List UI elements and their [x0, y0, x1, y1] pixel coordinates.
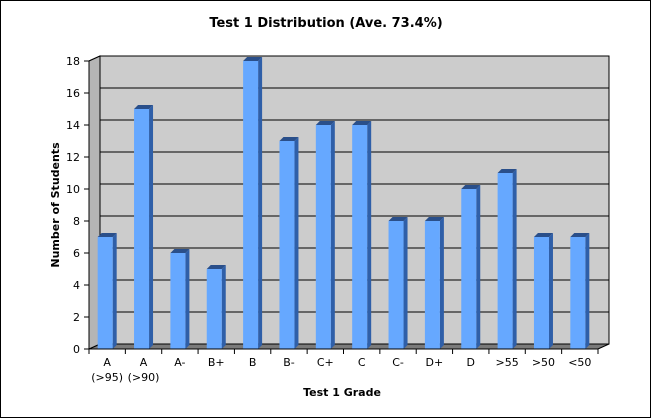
x-tick-label: B	[249, 356, 257, 369]
bar-side	[512, 169, 517, 349]
y-tick-label: 18	[66, 55, 80, 68]
y-tick-label: 0	[73, 343, 80, 356]
bar	[497, 173, 513, 349]
bar-side	[439, 217, 444, 349]
x-tick-label: A-	[174, 356, 185, 369]
bar-top	[352, 121, 372, 125]
x-tick-label: B-	[283, 356, 295, 369]
bar-top	[97, 233, 117, 237]
bar-top	[424, 217, 444, 221]
bar-top	[243, 57, 263, 61]
bar	[352, 125, 368, 349]
bar	[134, 109, 150, 349]
x-tick-label: A	[140, 356, 148, 369]
x-tick-label: A	[103, 356, 111, 369]
bar-side	[403, 217, 408, 349]
bar-top	[170, 249, 190, 253]
bar	[170, 253, 186, 349]
bar-top	[134, 105, 154, 109]
bar-top	[315, 121, 335, 125]
bar	[461, 189, 477, 349]
bar	[243, 61, 259, 349]
bar	[533, 237, 549, 349]
y-tick-label: 8	[73, 215, 80, 228]
bar-side	[476, 185, 481, 349]
bar-top	[570, 233, 590, 237]
bar-side	[367, 121, 372, 349]
x-tick-label: B+	[208, 356, 225, 369]
y-axis-title: Number of Students	[49, 142, 62, 268]
bar-top	[388, 217, 408, 221]
x-tick-label: D	[467, 356, 475, 369]
bar	[388, 221, 404, 349]
bars	[97, 57, 590, 349]
plot-floor	[88, 343, 610, 350]
bar-side	[548, 233, 553, 349]
x-tick-label: D+	[426, 356, 444, 369]
x-tick-label: >50	[532, 356, 555, 369]
x-tick-label: (>90)	[128, 371, 160, 384]
y-tick-label: 12	[66, 151, 80, 164]
bar	[206, 269, 222, 349]
bar-side	[185, 249, 190, 349]
bar-side	[112, 233, 117, 349]
x-tick-label: (>95)	[91, 371, 123, 384]
bar-side	[258, 57, 263, 349]
chart-title: Test 1 Distribution (Ave. 73.4%)	[209, 16, 442, 31]
axes: 0 2 4 6 8 10 12 14 16 18 A (>95) A (>90) A- B+ B B- C+ C C- D…	[66, 55, 599, 384]
bar	[315, 125, 331, 349]
x-tick-label: C+	[317, 356, 334, 369]
x-axis-title: Test 1 Grade	[303, 386, 381, 399]
bar-top	[461, 185, 481, 189]
bar-top	[497, 169, 517, 173]
y-tick-label: 16	[66, 87, 80, 100]
bar-top	[279, 137, 299, 141]
x-tick-label: C-	[392, 356, 404, 369]
y-tick-label: 4	[73, 279, 80, 292]
y-tick-label: 14	[66, 119, 80, 132]
bar	[279, 141, 295, 349]
bar-top	[533, 233, 553, 237]
plot-area	[88, 55, 610, 350]
bar-side	[294, 137, 299, 349]
bar-side	[221, 265, 226, 349]
bar	[424, 221, 440, 349]
bar	[97, 237, 113, 349]
bar-side	[585, 233, 590, 349]
y-tick-label: 10	[66, 183, 80, 196]
y-tick-label: 2	[73, 311, 80, 324]
bar	[570, 237, 586, 349]
bar-side	[149, 105, 154, 349]
bar-side	[330, 121, 335, 349]
bar-top	[206, 265, 226, 269]
x-tick-label: <50	[568, 356, 591, 369]
y-tick-label: 6	[73, 247, 80, 260]
x-tick-label: >55	[495, 356, 518, 369]
x-tick-label: C	[358, 356, 366, 369]
